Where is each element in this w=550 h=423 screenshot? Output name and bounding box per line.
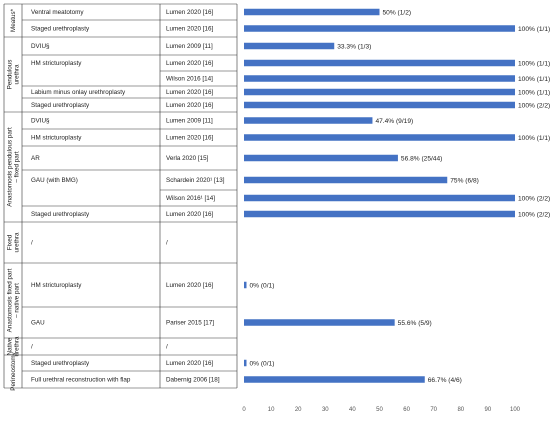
study-cell: Lumen 2020 [16] xyxy=(166,102,214,109)
technique-cell: HM stricturoplasty xyxy=(31,282,82,289)
x-tick-label: 20 xyxy=(295,407,302,413)
technique-cell: HM stricturoplasty xyxy=(31,60,82,67)
study-cell: Lumen 2020 [16] xyxy=(166,9,214,16)
x-tick-label: 90 xyxy=(485,407,492,413)
study-cell: Lumen 2009 [11] xyxy=(166,43,213,50)
bar-label: 55.6% (5/9) xyxy=(398,320,432,327)
bar-label: 50% (1/2) xyxy=(383,9,412,16)
study-cell: Dabernig 2006 [18] xyxy=(166,377,220,384)
bar-label: 100% (2/2) xyxy=(518,211,550,218)
x-tick-label: 80 xyxy=(457,407,464,413)
study-cell: Lumen 2020 [16] xyxy=(166,26,214,33)
bar xyxy=(244,42,335,50)
study-cell: Lumen 2020 [16] xyxy=(166,282,214,289)
bar-label: 100% (2/2) xyxy=(518,195,550,202)
bar-label: 47.4% (9/19) xyxy=(375,118,413,125)
x-tick-label: 100 xyxy=(510,407,521,413)
group-label: Anastomosis fixed part– native part xyxy=(7,268,21,332)
technique-cell: HM stricturoplasty xyxy=(31,135,82,142)
bar xyxy=(244,134,515,141)
bar xyxy=(244,359,247,367)
study-cell: Lumen 2020 [16] xyxy=(166,60,214,67)
group-label: Nativeurethra xyxy=(7,336,21,356)
technique-cell: Labium minus onlay urethroplasty xyxy=(31,89,126,96)
bar xyxy=(244,281,247,289)
study-cell: Wilson 2016¹ [14] xyxy=(166,195,215,202)
bar-label: 0% (0/1) xyxy=(250,360,275,367)
bar-label: 100% (2/2) xyxy=(518,102,550,109)
study-cell: Verla 2020 [15] xyxy=(166,155,209,162)
bar xyxy=(244,376,425,383)
technique-cell: DVIU§ xyxy=(31,43,50,50)
technique-cell: AR xyxy=(31,155,40,162)
x-axis: 0 10 20 30 40 50 60 70 80 90 100 xyxy=(242,407,520,413)
technique-cell: Staged urethroplasty xyxy=(31,211,90,218)
bar-label: 100% (1/1) xyxy=(518,60,550,67)
study-cell: Pariser 2015 [17] xyxy=(166,320,214,327)
study-cell: Lumen 2020 [16] xyxy=(166,211,214,218)
x-tick-label: 0 xyxy=(242,407,246,413)
bar-label: 100% (1/1) xyxy=(518,76,550,83)
technique-cell: / xyxy=(31,344,33,351)
bar xyxy=(244,8,380,16)
technique-table: Meatus* Ventral meatotomy Lumen 2020 [16] S… xyxy=(3,3,238,391)
group-label: Fixedurethra xyxy=(7,232,21,252)
x-tick-label: 60 xyxy=(403,407,410,413)
technique-cell: / xyxy=(31,240,33,247)
technique-cell: GAU (with BMG) xyxy=(31,177,78,184)
technique-cell: Ventral meatotomy xyxy=(31,9,84,16)
technique-cell: GAU xyxy=(31,320,45,327)
study-cell: / xyxy=(166,240,168,247)
technique-cell: Full urethral reconstruction with flap xyxy=(31,377,131,384)
bar xyxy=(244,75,515,82)
bar xyxy=(244,88,515,96)
bar xyxy=(244,319,395,326)
bar-label: 100% (1/1) xyxy=(518,26,550,33)
technique-cell: Staged urethroplasty xyxy=(31,360,90,367)
x-tick-label: 70 xyxy=(430,407,437,413)
bar xyxy=(244,176,448,184)
study-cell: Schardein 2020¹ [13] xyxy=(166,177,225,184)
bar xyxy=(244,117,373,124)
study-cell: Wilson 2016 [14] xyxy=(166,76,213,83)
bar xyxy=(244,101,515,109)
study-cell: Lumen 2020 [16] xyxy=(166,360,214,367)
technique-cell: DVIU§ xyxy=(31,118,50,125)
study-cell: Lumen 2020 [16] xyxy=(166,89,214,96)
x-tick-label: 10 xyxy=(268,407,275,413)
study-cell: / xyxy=(166,344,168,351)
x-tick-label: 50 xyxy=(376,407,383,413)
bar xyxy=(244,59,515,67)
bar xyxy=(244,210,515,218)
bar xyxy=(244,25,515,32)
x-tick-label: 40 xyxy=(349,407,356,413)
technique-cell: Staged urethroplasty xyxy=(31,102,90,109)
bar xyxy=(244,194,515,202)
group-label: Perineostomy xyxy=(10,351,17,390)
bar-label: 100% (1/1) xyxy=(518,89,550,96)
bar-label: 56.8% (25/44) xyxy=(401,155,442,162)
bar-label: 0% (0/1) xyxy=(250,282,275,289)
bar-plot: 50% (1/2) 100% (1/1) 33.3% (1/3) 100% (1/1)… xyxy=(244,8,550,384)
x-tick-label: 30 xyxy=(322,407,329,413)
bar-label: 100% (1/1) xyxy=(518,135,550,142)
group-label: Meatus* xyxy=(10,8,17,32)
technique-cell: Staged urethroplasty xyxy=(31,26,90,33)
bar-label: 66.7% (4/6) xyxy=(428,377,462,384)
study-cell: Lumen 2009 [11] xyxy=(166,118,213,125)
bar-label: 33.3% (1/3) xyxy=(337,43,371,50)
bar xyxy=(244,154,398,162)
bar-label: 75% (6/8) xyxy=(450,177,479,184)
group-label: Pendulousurethra xyxy=(7,60,21,90)
study-cell: Lumen 2020 [16] xyxy=(166,135,214,142)
group-label: Anastomosis pendulous part– fixed part xyxy=(7,127,21,207)
